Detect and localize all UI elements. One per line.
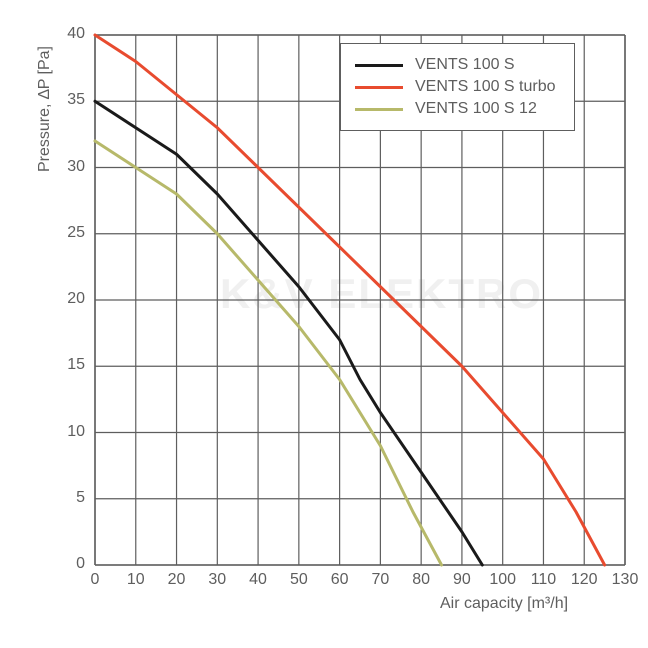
x-tick-label: 80	[407, 571, 435, 589]
x-tick-label: 130	[611, 571, 639, 589]
y-tick-label: 5	[76, 489, 85, 507]
y-tick-label: 30	[67, 158, 85, 176]
chart-container: { "chart": { "type": "line", "background…	[0, 0, 648, 648]
x-tick-label: 20	[163, 571, 191, 589]
y-tick-label: 10	[67, 423, 85, 441]
legend-swatch	[355, 108, 403, 111]
series-line	[95, 141, 442, 565]
y-tick-label: 35	[67, 91, 85, 109]
legend-row: VENTS 100 S	[355, 56, 556, 74]
legend-label: VENTS 100 S	[415, 56, 515, 74]
y-tick-label: 15	[67, 356, 85, 374]
y-tick-label: 25	[67, 224, 85, 242]
x-tick-label: 60	[326, 571, 354, 589]
x-tick-label: 0	[81, 571, 109, 589]
legend-swatch	[355, 64, 403, 67]
x-tick-label: 70	[366, 571, 394, 589]
x-tick-label: 100	[489, 571, 517, 589]
series-line	[95, 101, 482, 565]
y-tick-label: 20	[67, 290, 85, 308]
x-axis-label: Air capacity [m³/h]	[440, 595, 568, 613]
y-axis-label: Pressure, ∆P [Pa]	[36, 29, 54, 189]
y-tick-label: 40	[67, 25, 85, 43]
legend-row: VENTS 100 S 12	[355, 100, 556, 118]
x-tick-label: 50	[285, 571, 313, 589]
legend-swatch	[355, 86, 403, 89]
legend-label: VENTS 100 S 12	[415, 100, 537, 118]
x-tick-label: 90	[448, 571, 476, 589]
x-tick-label: 40	[244, 571, 272, 589]
x-tick-label: 10	[122, 571, 150, 589]
x-tick-label: 30	[203, 571, 231, 589]
x-tick-label: 110	[529, 571, 557, 589]
legend-row: VENTS 100 S turbo	[355, 78, 556, 96]
x-tick-label: 120	[570, 571, 598, 589]
legend: VENTS 100 S VENTS 100 S turbo VENTS 100 S …	[340, 43, 575, 131]
legend-label: VENTS 100 S turbo	[415, 78, 556, 96]
